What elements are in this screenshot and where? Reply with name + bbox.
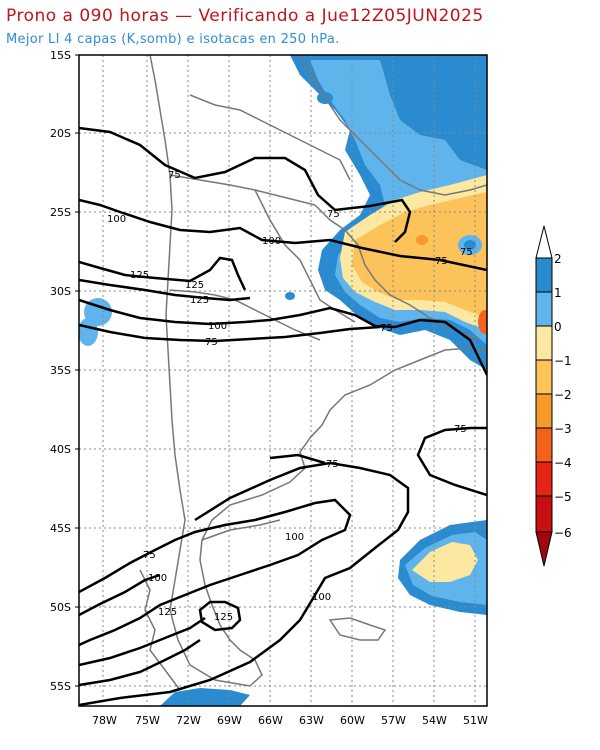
colorbar-swatch [535, 495, 553, 533]
lon-tick-label: 63W [299, 714, 324, 727]
contour-label: 100 [208, 321, 227, 332]
colorbar: 2 1 0 −1 −2 −3 −4 −5 −6 [535, 225, 572, 567]
lat-tick-label: 50S [50, 601, 71, 614]
isotach-contours [79, 126, 487, 706]
lat-tick-label: 40S [50, 443, 71, 456]
contour-label: 100 [262, 236, 281, 247]
contour-label: 75 [326, 459, 339, 470]
colorbar-label: 2 [554, 252, 562, 266]
longitude-axis: 78W 75W 72W 69W 66W 63W 60W 57W 54W 51W [92, 714, 488, 727]
map-frame [78, 54, 488, 707]
lon-tick-label: 54W [422, 714, 447, 727]
lon-tick-label: 60W [340, 714, 365, 727]
contour-label: 75 [168, 170, 181, 181]
lon-tick-label: 78W [92, 714, 117, 727]
colorbar-swatch [535, 427, 553, 463]
chart-subtitle: Mejor LI 4 capas (K,somb) e isotacas en … [6, 32, 340, 47]
colorbar-label: 1 [554, 286, 562, 300]
lat-tick-label: 45S [50, 522, 71, 535]
li-blob-north-2 [285, 292, 295, 300]
colorbar-label: −6 [554, 526, 572, 540]
contour-label-extra: 75 [143, 550, 156, 561]
latitude-axis: 15S 20S 25S 30S 35S 40S 45S 50S 55S [50, 49, 79, 693]
lat-tick-label: 20S [50, 127, 71, 140]
li-patch-darkblue-east [464, 240, 476, 250]
li-core-orange-1 [416, 235, 428, 245]
contour-label: 100 [312, 592, 331, 603]
colorbar-top-arrow [535, 225, 553, 259]
li-region-south-tip [160, 688, 250, 706]
contour-label: 75 [460, 247, 473, 258]
lon-tick-label: 72W [176, 714, 201, 727]
contour-label-extra: 100 [148, 573, 167, 584]
lat-tick-label: 25S [50, 206, 71, 219]
li-core-orange-2 [478, 310, 487, 334]
contour-label: 100 [285, 532, 304, 543]
chart-title: Prono a 090 horas — Verificando a Jue12Z… [6, 6, 484, 26]
contour-labels: 75 100 125 125 125 100 75 75 75 75 75 75… [107, 170, 473, 623]
lon-tick-label: 51W [463, 714, 488, 727]
contour-label: 75 [435, 256, 448, 267]
li-region-orange-light [352, 192, 487, 318]
lon-tick-label: 57W [381, 714, 406, 727]
colorbar-swatch [535, 359, 553, 395]
contour-label: 75 [205, 337, 218, 348]
contour-label: 125 [158, 607, 177, 618]
contour-label: 125 [185, 280, 204, 291]
colorbar-label: −1 [554, 354, 572, 368]
colorbar-label: −2 [554, 388, 572, 402]
colorbar-swatch [535, 257, 553, 293]
colorbar-label: −4 [554, 456, 572, 470]
colorbar-swatch [535, 393, 553, 429]
colorbar-swatch [535, 291, 553, 327]
contour-label: 75 [454, 424, 467, 435]
graticule [79, 55, 487, 706]
lat-tick-label: 35S [50, 364, 71, 377]
lat-tick-label: 15S [50, 49, 71, 62]
colorbar-label: −3 [554, 422, 572, 436]
colorbar-label: −5 [554, 490, 572, 504]
colorbar-swatch [535, 325, 553, 361]
lat-tick-label: 55S [50, 680, 71, 693]
contour-label: 100 [107, 214, 126, 225]
contour-label: 75 [327, 209, 340, 220]
colorbar-label: 0 [554, 320, 562, 334]
contour-label: 125 [214, 612, 233, 623]
lon-tick-label: 66W [258, 714, 283, 727]
lon-tick-label: 69W [217, 714, 242, 727]
li-blob-west-2 [79, 318, 98, 346]
li-region-southeast-ocean-yellow [412, 542, 478, 582]
contour-label: 75 [380, 323, 393, 334]
colorbar-bottom-arrow [535, 531, 553, 567]
li-shading [79, 55, 487, 706]
lat-tick-label: 30S [50, 285, 71, 298]
contour-label: 125 [190, 295, 209, 306]
lon-tick-label: 75W [135, 714, 160, 727]
colorbar-swatch [535, 461, 553, 497]
contour-label: 125 [130, 270, 149, 281]
